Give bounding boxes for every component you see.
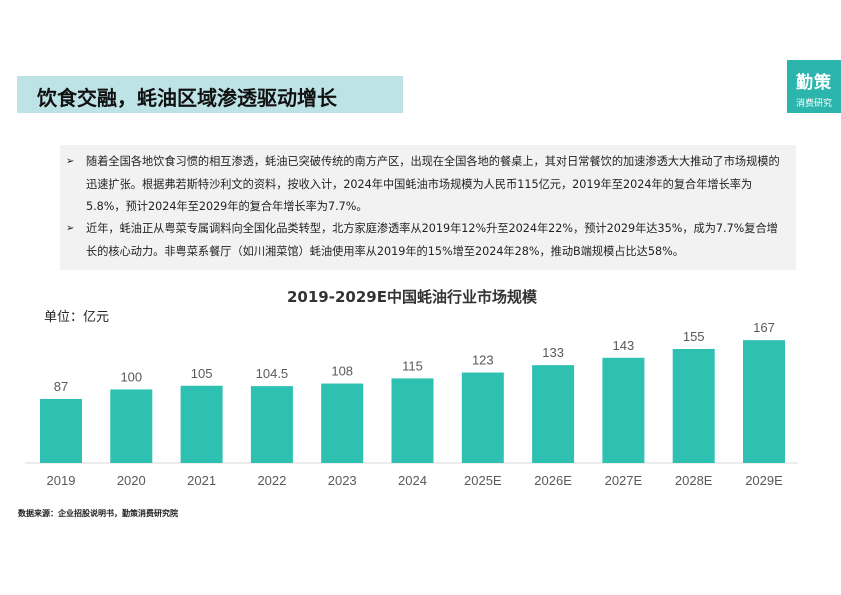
bullet-item: ➢ 近年，蚝油正从粤菜专属调料向全国化品类转型，北方家庭渗透率从2019年12%… bbox=[66, 218, 786, 263]
x-tick-label: 2028E bbox=[675, 473, 713, 488]
bullet-item: ➢ 随着全国各地饮食习惯的相互渗透，蚝油已突破传统的南方产区，出现在全国各地的餐… bbox=[66, 151, 786, 219]
bar-2019 bbox=[40, 399, 82, 463]
x-tick-label: 2024 bbox=[398, 473, 427, 488]
x-tick-label: 2020 bbox=[117, 473, 146, 488]
x-tick-label: 2023 bbox=[328, 473, 357, 488]
bar-2021 bbox=[180, 385, 223, 463]
unit-label: 单位：亿元 bbox=[44, 310, 110, 325]
data-label: 143 bbox=[613, 338, 635, 353]
arrow-bullet-icon: ➢ bbox=[66, 156, 75, 167]
x-tick-label: 2026E bbox=[534, 473, 572, 488]
logo-name: 勤策 bbox=[796, 73, 832, 93]
data-label: 123 bbox=[472, 353, 494, 368]
data-label: 133 bbox=[542, 345, 564, 360]
bar-2020 bbox=[110, 389, 153, 463]
data-label: 87 bbox=[54, 379, 68, 394]
data-label: 105 bbox=[191, 366, 213, 381]
data-label: 104.5 bbox=[256, 366, 289, 381]
x-tick-label: 2029E bbox=[745, 473, 783, 488]
data-label: 155 bbox=[683, 329, 705, 344]
page-title: 饮食交融，蚝油区域渗透驱动增长 bbox=[37, 86, 337, 110]
logo-subtitle: 消费研究 bbox=[795, 99, 832, 109]
arrow-bullet-icon: ➢ bbox=[66, 223, 75, 234]
bullet-text: 近年，蚝油正从粤菜专属调料向全国化品类转型，北方家庭渗透率从2019年12%升至… bbox=[86, 222, 778, 258]
bar-2027E bbox=[602, 357, 645, 463]
bullet-text: 随着全国各地饮食习惯的相互渗透，蚝油已突破传统的南方产区，出现在全国各地的餐桌上… bbox=[86, 155, 780, 213]
data-label: 108 bbox=[331, 364, 353, 379]
logo: 勤策 消费研究 bbox=[787, 60, 841, 113]
chart-title: 2019-2029E中国蚝油行业市场规模 bbox=[287, 288, 538, 306]
x-tick-label: 2019 bbox=[47, 473, 76, 488]
source-note: 数据来源：企业招股说明书，勤策消费研究院 bbox=[18, 509, 178, 518]
bar-2022 bbox=[250, 386, 293, 463]
bar-2029E bbox=[743, 340, 785, 463]
x-tick-label: 2022 bbox=[257, 473, 286, 488]
x-tick-label: 2027E bbox=[605, 473, 643, 488]
x-tick-label: 2021 bbox=[187, 473, 216, 488]
summary-box: ➢ 随着全国各地饮食习惯的相互渗透，蚝油已突破传统的南方产区，出现在全国各地的餐… bbox=[60, 145, 796, 270]
x-tick-label: 2025E bbox=[464, 473, 502, 488]
bar-2025E bbox=[461, 372, 504, 463]
bar-chart: 2019-2029E中国蚝油行业市场规模 87 2019 100 2020 105 202… bbox=[25, 288, 798, 488]
bar-2028E bbox=[672, 348, 715, 463]
bar-2023 bbox=[321, 383, 364, 463]
title-band: 饮食交融，蚝油区域渗透驱动增长 bbox=[17, 76, 403, 113]
data-label: 100 bbox=[120, 369, 142, 384]
bar-2024 bbox=[391, 378, 434, 463]
data-label: 167 bbox=[753, 320, 775, 335]
data-label: 115 bbox=[402, 358, 423, 373]
bar-2026E bbox=[532, 365, 575, 463]
